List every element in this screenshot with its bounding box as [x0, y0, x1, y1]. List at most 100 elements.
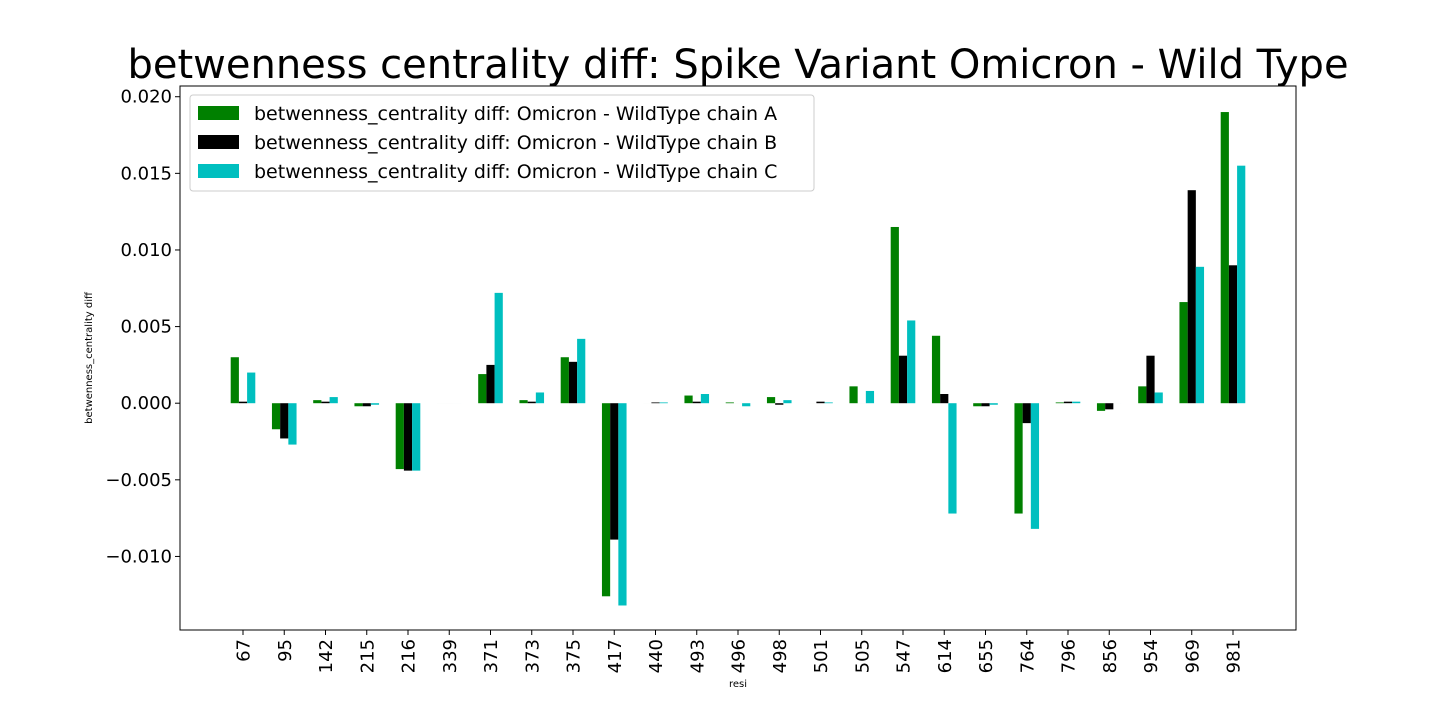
bar-series-1-373 — [519, 400, 528, 404]
bar-series-2-796 — [1063, 401, 1073, 404]
x-tick-label: 375 — [564, 639, 585, 673]
legend-box — [189, 94, 815, 192]
y-tick-label: −0.010 — [105, 546, 172, 567]
bar-series-2-501 — [816, 401, 825, 404]
bar-series-2-969 — [1187, 190, 1196, 404]
x-tick-label: 339 — [440, 639, 461, 673]
bar-series-1-655 — [973, 403, 982, 407]
bar-series-2-493 — [692, 401, 701, 404]
bar-series-3-375 — [577, 338, 586, 404]
bar-series-3-501 — [824, 402, 833, 404]
x-tick-label: 981 — [1224, 639, 1245, 673]
bar-series-1-67 — [230, 357, 239, 404]
x-tick-label: 498 — [770, 639, 791, 673]
bar-series-2-371 — [486, 364, 495, 404]
bar-series-2-373 — [527, 401, 536, 404]
y-axis-label: betwenness_centrality diff — [84, 291, 95, 424]
bar-series-2-95 — [280, 403, 289, 439]
bar-series-3-373 — [535, 392, 545, 404]
x-tick-label: 856 — [1100, 639, 1121, 673]
bar-series-3-95 — [288, 403, 297, 445]
legend-swatch-series-2 — [198, 135, 239, 149]
y-tick-label: 0.020 — [120, 87, 172, 108]
bar-series-3-216 — [412, 403, 421, 471]
y-tick-label: 0.015 — [120, 163, 172, 184]
bar-series-2-375 — [568, 361, 578, 404]
y-tick-label: 0.005 — [120, 317, 172, 338]
x-tick-label: 496 — [729, 639, 750, 673]
x-tick-label: 764 — [1017, 639, 1038, 673]
bar-series-3-496 — [742, 403, 751, 407]
x-tick-label: 501 — [811, 639, 832, 673]
legend-label-series-3: betwenness_centrality diff: Omicron - Wi… — [254, 161, 777, 183]
x-tick-label: 796 — [1059, 639, 1080, 673]
bar-series-1-498 — [766, 397, 776, 404]
bar-series-2-142 — [321, 401, 330, 404]
x-tick-label: 440 — [646, 639, 667, 673]
legend-swatch-series-3 — [198, 164, 239, 178]
bar-series-2-856 — [1105, 403, 1114, 410]
bar-series-2-981 — [1228, 265, 1238, 404]
bar-series-3-417 — [618, 403, 627, 606]
x-tick-label: 215 — [357, 639, 378, 673]
x-tick-label: 216 — [399, 639, 420, 673]
x-tick-label: 969 — [1182, 639, 1203, 673]
bar-series-3-371 — [494, 292, 503, 404]
bar-series-1-371 — [478, 374, 487, 404]
x-axis-label: resi — [729, 679, 747, 690]
x-tick-label: 547 — [894, 639, 915, 673]
bar-series-2-67 — [238, 401, 248, 404]
x-tick-label: 373 — [522, 639, 543, 673]
chart-title: betwenness centrality diff: Spike Varian… — [127, 42, 1348, 88]
bar-series-3-954 — [1154, 392, 1163, 404]
bar-series-3-505 — [865, 390, 875, 404]
bar-series-1-496 — [725, 402, 734, 404]
bar-series-1-95 — [271, 403, 281, 430]
x-axis: 67 95 142 215 216 339 371 373 375 417 440 493 496 498… — [234, 630, 1245, 673]
x-tick-label: 954 — [1141, 639, 1162, 673]
bar-series-1-505 — [849, 386, 858, 404]
bar-series-1-954 — [1138, 386, 1147, 404]
x-tick-label: 67 — [234, 639, 255, 662]
bar-series-1-856 — [1096, 403, 1106, 411]
bar-series-1-764 — [1014, 403, 1023, 514]
y-tick-label: −0.005 — [105, 470, 172, 491]
bar-series-2-954 — [1146, 355, 1155, 404]
legend-swatch-series-1 — [198, 106, 239, 120]
bars-group — [230, 112, 1246, 606]
bar-series-2-417 — [610, 403, 619, 540]
x-tick-label: 417 — [605, 639, 626, 673]
bar-series-2-498 — [775, 403, 784, 405]
bar-series-3-796 — [1072, 401, 1081, 404]
x-tick-label: 614 — [935, 639, 956, 673]
y-tick-label: 0.010 — [120, 240, 172, 261]
x-tick-label: 493 — [687, 639, 708, 673]
bar-series-2-655 — [981, 403, 990, 407]
y-axis: −0.010 −0.005 0.000 0.005 0.010 0.015 0.020 — [105, 87, 180, 567]
bar-series-1-375 — [560, 357, 569, 404]
y-tick-label: 0.000 — [120, 393, 172, 414]
x-tick-label: 655 — [976, 639, 997, 673]
bar-series-3-498 — [783, 400, 792, 404]
bar-series-2-547 — [898, 355, 908, 404]
bar-series-3-614 — [948, 403, 957, 514]
bar-series-1-969 — [1179, 302, 1188, 404]
bar-series-1-493 — [684, 395, 693, 404]
legend-label-series-1: betwenness_centrality diff: Omicron - Wi… — [254, 103, 777, 125]
bar-series-1-614 — [931, 335, 941, 404]
bar-series-2-614 — [940, 394, 949, 404]
bar-series-3-440 — [659, 402, 668, 404]
x-tick-label: 142 — [316, 639, 337, 673]
bar-series-3-655 — [989, 403, 998, 405]
bar-series-3-142 — [329, 397, 338, 404]
bar-series-1-796 — [1055, 402, 1064, 404]
bar-series-3-547 — [907, 320, 916, 404]
x-tick-label: 505 — [852, 639, 873, 673]
bar-series-1-417 — [601, 403, 611, 597]
bar-series-3-215 — [370, 403, 380, 405]
bar-series-1-216 — [395, 403, 404, 470]
x-tick-label: 95 — [275, 639, 296, 662]
bar-series-2-440 — [651, 402, 660, 404]
bar-series-3-67 — [247, 372, 256, 404]
